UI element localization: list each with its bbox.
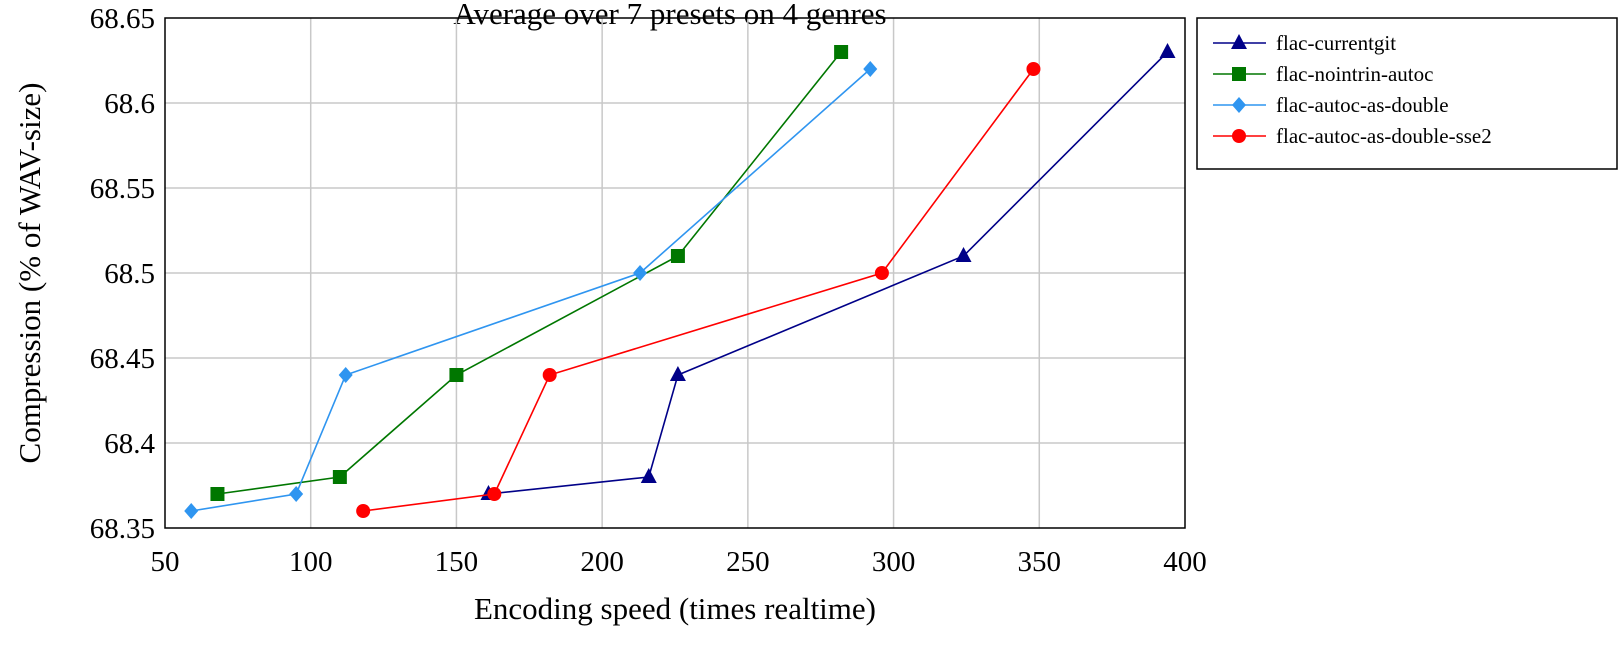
data-point-flac-nointrin-autoc: [210, 487, 225, 501]
legend-item: flac-autoc-as-double: [1213, 93, 1449, 117]
x-axis-title: Encoding speed (times realtime): [474, 591, 876, 626]
legend-box: [1196, 17, 1618, 170]
data-point-flac-currentgit: [640, 468, 657, 483]
data-point-flac-currentgit: [1159, 43, 1176, 58]
legend-label: flac-currentgit: [1276, 31, 1396, 55]
series-flac-autoc-as-double: [184, 61, 878, 519]
series-line-flac-autoc-as-double: [191, 68, 871, 512]
y-tick-label: 68.45: [90, 343, 155, 375]
data-point-flac-autoc-as-double-sse2: [487, 487, 502, 501]
data-point-flac-currentgit: [669, 366, 686, 381]
data-point-flac-currentgit: [955, 247, 972, 262]
legend-item: flac-currentgit: [1213, 31, 1396, 55]
data-point-flac-nointrin-autoc: [332, 470, 347, 484]
x-axis-ticks: 50 100 150 200 250 300 350 400: [151, 546, 1207, 578]
legend-label: flac-nointrin-autoc: [1276, 62, 1433, 86]
data-point-flac-autoc-as-double-sse2: [874, 266, 889, 280]
x-tick-label: 150: [435, 546, 479, 578]
data-point-flac-nointrin-autoc: [834, 45, 849, 59]
y-tick-label: 68.65: [90, 3, 155, 35]
y-tick-label: 68.5: [104, 258, 155, 290]
legend-marker: [1231, 34, 1247, 49]
y-axis-ticks: 68.35 68.4 68.45 68.5 68.55 68.6 68.65: [90, 3, 156, 545]
legend-item: flac-nointrin-autoc: [1213, 62, 1433, 86]
legend-marker: [1232, 97, 1246, 113]
grid: [165, 18, 1185, 528]
series-flac-nointrin-autoc: [210, 45, 849, 501]
x-tick-label: 200: [580, 546, 624, 578]
x-tick-label: 100: [289, 546, 333, 578]
legend-marker: [1232, 129, 1246, 143]
y-axis-title: Compression (% of WAV-size): [12, 83, 47, 464]
legend: flac-currentgit flac-nointrin-autoc flac-a…: [1196, 17, 1618, 170]
data-point-flac-autoc-as-double-sse2: [542, 368, 557, 382]
legend-label: flac-autoc-as-double-sse2: [1276, 124, 1492, 148]
x-tick-label: 50: [151, 546, 180, 578]
data-point-flac-nointrin-autoc: [449, 368, 464, 382]
y-tick-label: 68.55: [90, 173, 155, 205]
x-tick-label: 400: [1163, 546, 1207, 578]
series-flac-currentgit: [480, 43, 1176, 500]
data-point-flac-autoc-as-double: [289, 486, 304, 502]
plot-area: [164, 17, 1186, 529]
series-group: [184, 43, 1176, 519]
data-point-flac-autoc-as-double: [184, 503, 199, 519]
legend-label: flac-autoc-as-double: [1276, 93, 1449, 117]
chart-title: Average over 7 presets on 4 genres: [453, 0, 886, 31]
legend-item: flac-autoc-as-double-sse2: [1213, 124, 1492, 148]
legend-marker: [1232, 67, 1246, 81]
y-tick-label: 68.6: [104, 88, 155, 120]
x-tick-label: 350: [1018, 546, 1062, 578]
data-point-flac-autoc-as-double-sse2: [1026, 62, 1041, 76]
data-point-flac-autoc-as-double-sse2: [356, 504, 371, 518]
series-line-flac-autoc-as-double-sse2: [363, 68, 1035, 512]
data-point-flac-nointrin-autoc: [670, 249, 685, 263]
y-tick-label: 68.35: [90, 513, 155, 545]
data-point-flac-autoc-as-double: [338, 367, 353, 383]
series-flac-autoc-as-double-sse2: [356, 62, 1041, 518]
data-point-flac-autoc-as-double: [633, 265, 648, 281]
y-tick-label: 68.4: [104, 428, 155, 460]
data-point-flac-autoc-as-double: [863, 61, 878, 77]
x-tick-label: 300: [872, 546, 916, 578]
x-tick-label: 250: [726, 546, 770, 578]
